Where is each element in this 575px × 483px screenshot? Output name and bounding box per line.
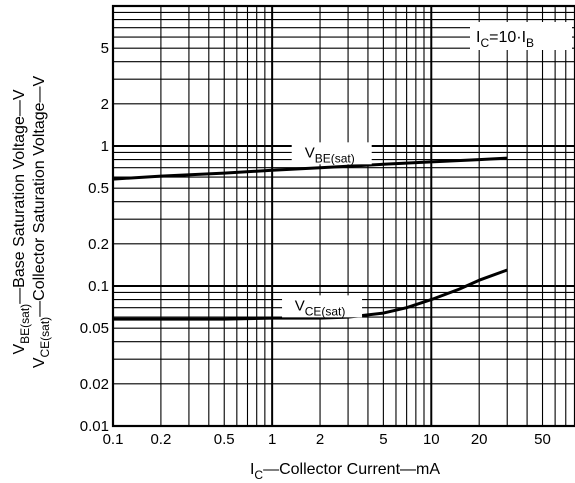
x-tick-label: 10 bbox=[423, 431, 440, 448]
y-tick-label: 0.1 bbox=[88, 278, 109, 295]
x-tick-label: 0.1 bbox=[103, 431, 124, 448]
x-tick-label: 2 bbox=[316, 431, 324, 448]
y-tick-label: 0.5 bbox=[88, 180, 109, 197]
plot-grid bbox=[111, 4, 575, 428]
y-tick-bg bbox=[77, 234, 111, 252]
x-tick-label: 50 bbox=[534, 431, 551, 448]
y-tick-label: 0.05 bbox=[80, 320, 109, 337]
y-axis-title-line: VCE(sat)—Collector Saturation Voltage—V bbox=[31, 75, 52, 368]
y-axis-title: VBE(sat)—Base Saturation Voltage—V bbox=[11, 89, 32, 354]
y-tick-label: 5 bbox=[101, 40, 109, 57]
x-tick-label: 0.5 bbox=[214, 431, 235, 448]
x-tick-label: 1 bbox=[268, 431, 276, 448]
series-label: VCE(sat) bbox=[295, 297, 346, 318]
x-axis-title: IC—Collector Current—mA bbox=[250, 461, 440, 482]
y-tick-bg bbox=[77, 319, 111, 337]
series-label: VBE(sat) bbox=[305, 144, 355, 165]
y-tick-bg bbox=[77, 179, 111, 197]
y-axis-title: VCE(sat)—Collector Saturation Voltage—V bbox=[31, 75, 52, 368]
series-line-besat bbox=[112, 156, 508, 181]
x-tick-label: 20 bbox=[471, 431, 488, 448]
y-tick-bg bbox=[77, 137, 111, 154]
plot-curves bbox=[112, 156, 508, 321]
series-label-bg bbox=[291, 142, 372, 165]
plot-labels: VBE(sat)VCE(sat)0.1 0.2 0.5 1 2 5 10 20 500.010.… bbox=[11, 22, 572, 482]
x-tick-label: 5 bbox=[379, 431, 387, 448]
plot-frame bbox=[111, 4, 575, 428]
y-tick-bg bbox=[77, 39, 111, 57]
series-label-bg bbox=[282, 295, 363, 318]
y-tick-bg bbox=[77, 374, 111, 392]
y-tick-label: 0.2 bbox=[88, 236, 109, 253]
condition-label: IC=10·IB bbox=[476, 29, 534, 50]
y-tick-label: 0.01 bbox=[80, 418, 109, 435]
series-line-cesat bbox=[113, 268, 508, 321]
condition-box bbox=[470, 22, 572, 50]
y-axis-title-line: VBE(sat)—Base Saturation Voltage—V bbox=[11, 89, 32, 354]
x-tick-label: 0.2 bbox=[150, 431, 171, 448]
y-tick-label: 0.02 bbox=[80, 376, 109, 393]
y-tick-label: 2 bbox=[101, 96, 109, 113]
y-tick-label: 1 bbox=[101, 138, 109, 155]
y-tick-bg bbox=[77, 94, 111, 112]
y-tick-bg bbox=[77, 277, 111, 294]
y-tick-bg bbox=[77, 417, 111, 434]
